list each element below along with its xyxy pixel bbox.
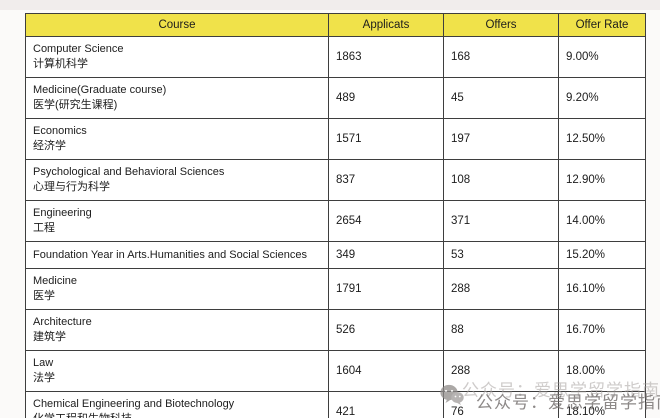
offer-rate-cell: 18.10% bbox=[558, 391, 646, 418]
table-row: Psychological and Behavioral Sciences 心理… bbox=[25, 159, 646, 201]
course-cell: Foundation Year in Arts.Humanities and S… bbox=[25, 241, 329, 269]
course-cell: Economics 经济学 bbox=[25, 118, 329, 160]
offer-rate-cell: 15.20% bbox=[558, 241, 646, 269]
course-name-en: Medicine bbox=[33, 275, 78, 287]
course-name-en: Psychological and Behavioral Sciences bbox=[33, 166, 225, 178]
table-row: Chemical Engineering and Biotechnology 化… bbox=[25, 391, 646, 418]
offers-cell: 88 bbox=[443, 309, 559, 351]
applicants-cell: 2654 bbox=[328, 200, 444, 242]
applicants-cell: 349 bbox=[328, 241, 444, 269]
page-top-strip bbox=[0, 0, 660, 10]
applicants-cell: 1791 bbox=[328, 268, 444, 310]
table-row: Computer Science 计算机科学 1863 168 9.00% bbox=[25, 36, 646, 78]
offers-cell: 108 bbox=[443, 159, 559, 201]
course-name-zh: 医学(研究生课程) bbox=[33, 99, 118, 111]
course-name-zh: 工程 bbox=[33, 222, 55, 234]
table-row: Law 法学 1604 288 18.00% bbox=[25, 350, 646, 392]
applicants-cell: 526 bbox=[328, 309, 444, 351]
course-name-zh: 建筑学 bbox=[33, 331, 66, 343]
applicants-cell: 489 bbox=[328, 77, 444, 119]
offer-rate-cell: 12.50% bbox=[558, 118, 646, 160]
offers-cell: 168 bbox=[443, 36, 559, 78]
course-name-en: Medicine(Graduate course) bbox=[33, 84, 167, 96]
offers-cell: 288 bbox=[443, 350, 559, 392]
offer-rate-cell: 16.70% bbox=[558, 309, 646, 351]
course-name-zh: 心理与行为科学 bbox=[33, 181, 110, 193]
course-cell: Engineering 工程 bbox=[25, 200, 329, 242]
course-name-en: Law bbox=[33, 357, 54, 369]
course-cell: Computer Science 计算机科学 bbox=[25, 36, 329, 78]
header-applicants: Applicats bbox=[328, 13, 444, 37]
applicants-cell: 421 bbox=[328, 391, 444, 418]
offer-rate-cell: 14.00% bbox=[558, 200, 646, 242]
table-row: Foundation Year in Arts.Humanities and S… bbox=[25, 241, 646, 269]
applicants-cell: 1863 bbox=[328, 36, 444, 78]
table-row: Economics 经济学 1571 197 12.50% bbox=[25, 118, 646, 160]
course-name-zh: 医学 bbox=[33, 290, 55, 302]
offers-cell: 76 bbox=[443, 391, 559, 418]
course-cell: Chemical Engineering and Biotechnology 化… bbox=[25, 391, 329, 418]
course-name-en: Computer Science bbox=[33, 43, 124, 55]
course-name-zh: 计算机科学 bbox=[33, 58, 88, 70]
course-cell: Medicine 医学 bbox=[25, 268, 329, 310]
header-course: Course bbox=[25, 13, 329, 37]
course-name-en: Chemical Engineering and Biotechnology bbox=[33, 398, 235, 410]
course-name-zh: 经济学 bbox=[33, 140, 66, 152]
offer-rate-cell: 16.10% bbox=[558, 268, 646, 310]
course-name-en: Economics bbox=[33, 125, 87, 137]
course-name-zh: 法学 bbox=[33, 372, 55, 384]
course-name-en: Engineering bbox=[33, 207, 92, 219]
course-cell: Psychological and Behavioral Sciences 心理… bbox=[25, 159, 329, 201]
offers-cell: 197 bbox=[443, 118, 559, 160]
header-offers: Offers bbox=[443, 13, 559, 37]
applicants-cell: 1571 bbox=[328, 118, 444, 160]
admissions-table: Course Applicats Offers Offer Rate Compu… bbox=[25, 13, 646, 418]
applicants-cell: 837 bbox=[328, 159, 444, 201]
course-name-en: Architecture bbox=[33, 316, 92, 328]
course-name-en: Foundation Year in Arts.Humanities and S… bbox=[33, 248, 307, 261]
offers-cell: 45 bbox=[443, 77, 559, 119]
table-row: Engineering 工程 2654 371 14.00% bbox=[25, 200, 646, 242]
course-cell: Law 法学 bbox=[25, 350, 329, 392]
table-row: Medicine 医学 1791 288 16.10% bbox=[25, 268, 646, 310]
offers-cell: 371 bbox=[443, 200, 559, 242]
offer-rate-cell: 18.00% bbox=[558, 350, 646, 392]
table-row: Architecture 建筑学 526 88 16.70% bbox=[25, 309, 646, 351]
offers-cell: 53 bbox=[443, 241, 559, 269]
course-cell: Medicine(Graduate course) 医学(研究生课程) bbox=[25, 77, 329, 119]
offer-rate-cell: 9.20% bbox=[558, 77, 646, 119]
offer-rate-cell: 9.00% bbox=[558, 36, 646, 78]
offer-rate-cell: 12.90% bbox=[558, 159, 646, 201]
table-row: Medicine(Graduate course) 医学(研究生课程) 489 … bbox=[25, 77, 646, 119]
header-offer-rate: Offer Rate bbox=[558, 13, 646, 37]
course-cell: Architecture 建筑学 bbox=[25, 309, 329, 351]
offers-cell: 288 bbox=[443, 268, 559, 310]
header-row: Course Applicats Offers Offer Rate bbox=[25, 13, 646, 37]
applicants-cell: 1604 bbox=[328, 350, 444, 392]
course-name-zh: 化学工程和生物科技 bbox=[33, 412, 324, 418]
